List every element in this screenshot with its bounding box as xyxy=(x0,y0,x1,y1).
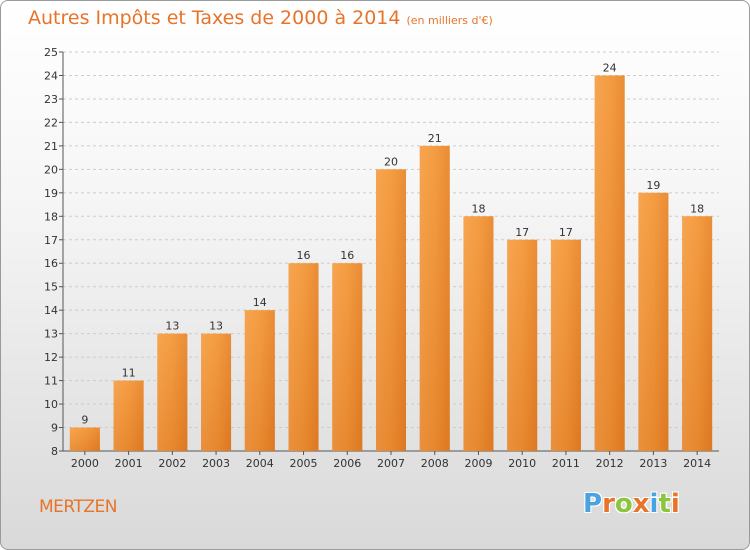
y-tick-label: 22 xyxy=(44,116,58,129)
data-label: 17 xyxy=(515,226,529,239)
y-tick-label: 12 xyxy=(44,351,58,364)
data-label: 17 xyxy=(559,226,573,239)
bar-shade xyxy=(201,333,232,451)
chart-title-text: Autres Impôts et Taxes de 2000 à 2014 xyxy=(28,7,401,29)
bar-shade xyxy=(69,427,100,451)
logo-letter: i xyxy=(670,489,680,519)
y-tick-label: 11 xyxy=(44,375,58,388)
logo-letter: t xyxy=(658,489,671,519)
data-label: 9 xyxy=(81,414,88,427)
x-tick-label: 2004 xyxy=(246,457,274,470)
x-tick-label: 2013 xyxy=(639,457,667,470)
x-tick-label: 2003 xyxy=(202,457,230,470)
bar-shade xyxy=(157,333,188,451)
bar-shade xyxy=(682,216,713,451)
x-tick-label: 2012 xyxy=(596,457,624,470)
x-tick-label: 2007 xyxy=(377,457,405,470)
x-tick-label: 2011 xyxy=(552,457,580,470)
x-tick-label: 2014 xyxy=(683,457,711,470)
data-label: 20 xyxy=(384,155,398,168)
data-label: 16 xyxy=(297,249,311,262)
labels-layer: 9 2000 11 2001 13 2002 13 2003 14 2004 16 2005 16 200… xyxy=(71,61,711,470)
bars-layer xyxy=(69,75,713,452)
data-label: 13 xyxy=(165,320,179,333)
bar-shade xyxy=(463,216,494,451)
bar-shade xyxy=(113,380,144,451)
y-tick-label: 23 xyxy=(44,93,58,106)
x-tick-label: 2008 xyxy=(421,457,449,470)
y-tick-label: 20 xyxy=(44,163,58,176)
logo-letter: o xyxy=(614,489,633,519)
y-tick-label: 25 xyxy=(44,46,58,59)
data-label: 13 xyxy=(209,320,223,333)
y-tick-label: 24 xyxy=(44,69,58,82)
logo-letter: x xyxy=(632,489,650,519)
y-tick-label: 21 xyxy=(44,140,58,153)
bar-shade xyxy=(332,263,363,451)
chart-title: Autres Impôts et Taxes de 2000 à 2014 (en… xyxy=(28,7,493,29)
bar-shade xyxy=(550,239,581,451)
bar-shade xyxy=(507,239,538,451)
bar-shade xyxy=(419,145,450,451)
chart-subtitle: (en milliers d'€) xyxy=(406,14,493,27)
x-tick-label: 2001 xyxy=(115,457,143,470)
proxiti-logo: Proxiti xyxy=(583,489,680,519)
x-tick-label: 2006 xyxy=(333,457,361,470)
y-tick-label: 13 xyxy=(44,328,58,341)
data-label: 18 xyxy=(690,202,704,215)
data-label: 11 xyxy=(122,367,136,380)
data-label: 19 xyxy=(646,179,660,192)
y-tick-label: 19 xyxy=(44,187,58,200)
y-tick-label: 8 xyxy=(51,445,58,458)
bar-shade xyxy=(594,75,625,452)
data-label: 14 xyxy=(253,296,267,309)
logo-letter: i xyxy=(649,489,659,519)
bar-shade xyxy=(244,310,275,451)
data-label: 18 xyxy=(471,202,485,215)
x-tick-label: 2009 xyxy=(464,457,492,470)
logo-letter: P xyxy=(583,489,603,519)
y-tick-label: 10 xyxy=(44,398,58,411)
data-label: 21 xyxy=(428,132,442,145)
y-tick-label: 9 xyxy=(51,422,58,435)
logo-letter: r xyxy=(602,489,615,519)
x-tick-label: 2010 xyxy=(508,457,536,470)
bar-shade xyxy=(376,169,406,451)
y-tick-label: 15 xyxy=(44,281,58,294)
bar-shade xyxy=(638,192,669,451)
y-tick-label: 18 xyxy=(44,210,58,223)
data-label: 16 xyxy=(340,249,354,262)
x-tick-label: 2002 xyxy=(158,457,186,470)
place-name: MERTZEN xyxy=(39,497,117,517)
x-tick-label: 2000 xyxy=(71,457,99,470)
y-tick-label: 16 xyxy=(44,257,58,270)
bar-shade xyxy=(288,263,319,451)
y-tick-label: 17 xyxy=(44,234,58,247)
x-tick-label: 2005 xyxy=(290,457,318,470)
data-label: 24 xyxy=(603,61,617,74)
y-tick-label: 14 xyxy=(44,304,58,317)
